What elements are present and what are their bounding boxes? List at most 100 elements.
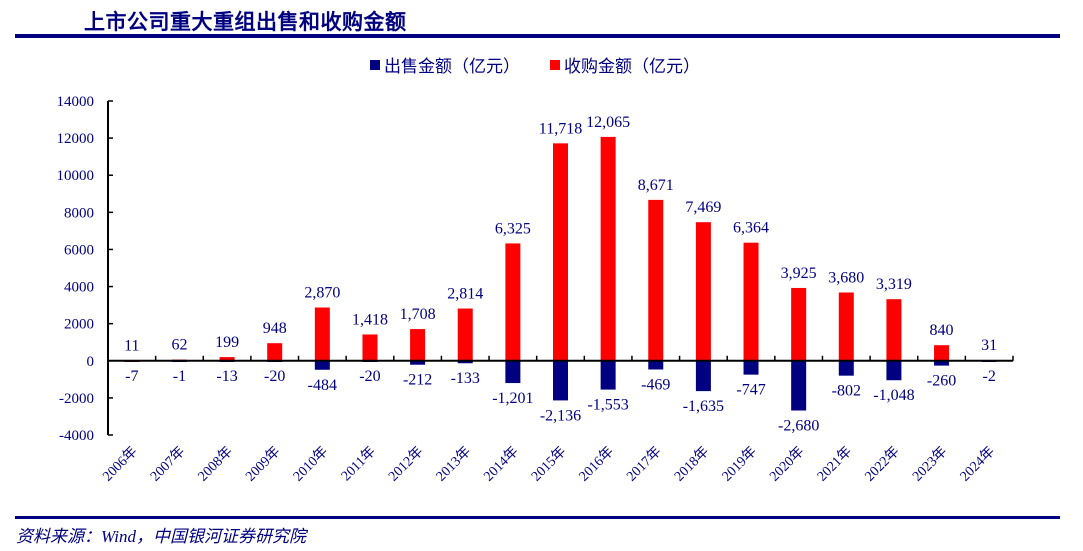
data-label-sell-7: -133 [451, 370, 480, 387]
data-label-buy-3: 948 [263, 320, 287, 337]
bar-buy-5 [362, 334, 378, 361]
x-tick-label-15: 2021年 [814, 444, 855, 485]
x-tick-label-0: 2006年 [100, 444, 141, 485]
data-label-buy-9: 11,718 [539, 120, 582, 137]
x-tick-label-2: 2008年 [195, 444, 236, 485]
legend-label-sell: 出售金额（亿元） [384, 57, 520, 76]
bar-sell-14 [791, 360, 807, 411]
data-label-sell-16: -1,048 [873, 387, 914, 404]
x-tick-label-4: 2010年 [290, 444, 331, 485]
x-tick-label-8: 2014年 [481, 444, 522, 485]
data-label-sell-15: -802 [832, 383, 861, 400]
x-tick-label-17: 2023年 [909, 444, 950, 485]
bar-buy-12 [695, 222, 711, 361]
legend-swatch-buy [550, 59, 560, 70]
bar-sell-9 [553, 360, 568, 401]
bar-buy-9 [553, 143, 568, 361]
footer-divider [15, 516, 1060, 519]
data-label-buy-7: 2,814 [447, 286, 483, 303]
bar-buy-7 [457, 308, 473, 361]
bar-sell-6 [410, 360, 426, 365]
legend-label-buy: 收购金额（亿元） [564, 57, 700, 76]
title-divider [15, 34, 1060, 38]
data-label-sell-8: -1,201 [492, 390, 533, 407]
data-label-buy-17: 840 [930, 322, 954, 339]
data-label-buy-6: 1,708 [400, 306, 436, 323]
data-label-buy-1: 62 [171, 337, 187, 354]
legend-item-sell: 出售金额（亿元） [370, 52, 520, 77]
y-tick-label-5: 6000 [64, 242, 94, 258]
data-label-buy-16: 3,319 [876, 276, 912, 293]
data-label-buy-14: 3,925 [781, 265, 817, 282]
x-tick-label-7: 2013年 [433, 444, 474, 485]
bar-sell-7 [457, 360, 473, 364]
bar-buy-3 [267, 343, 283, 361]
data-label-buy-5: 1,418 [352, 311, 388, 328]
data-label-sell-9: -2,136 [540, 407, 581, 424]
y-tick-label-9: 14000 [57, 94, 95, 110]
data-label-sell-3: -20 [264, 368, 285, 385]
bar-sell-10 [600, 360, 616, 390]
data-label-sell-18: -2 [983, 368, 996, 385]
bar-sell-13 [743, 360, 759, 375]
bar-buy-2 [219, 357, 235, 361]
bar-buy-14 [791, 287, 807, 361]
x-tick-label-1: 2007年 [147, 444, 188, 485]
data-label-buy-0: 11 [124, 338, 139, 355]
data-label-sell-11: -469 [641, 376, 670, 393]
x-tick-label-5: 2011年 [338, 444, 379, 485]
bar-buy-15 [838, 292, 854, 361]
chart-title: 上市公司重大重组出售和收购金额 [84, 10, 407, 34]
bar-buy-13 [743, 242, 759, 361]
data-label-buy-18: 31 [981, 337, 997, 354]
bar-buy-11 [648, 199, 664, 361]
source-note: 资料来源：Wind，中国银河证券研究院 [16, 527, 306, 546]
y-tick-label-6: 8000 [64, 205, 94, 221]
data-label-sell-6: -212 [403, 372, 432, 389]
data-label-sell-0: -7 [125, 368, 138, 385]
bar-buy-17 [934, 345, 950, 361]
data-label-sell-2: -13 [216, 368, 237, 385]
legend-item-buy: 收购金额（亿元） [550, 52, 700, 77]
data-label-sell-12: -1,635 [683, 398, 724, 415]
data-label-sell-1: -1 [173, 368, 186, 385]
data-label-sell-5: -20 [359, 368, 380, 385]
data-label-buy-15: 3,680 [828, 269, 864, 286]
data-label-sell-10: -1,553 [587, 397, 628, 414]
data-label-buy-8: 6,325 [495, 220, 531, 237]
data-label-sell-17: -260 [927, 373, 956, 390]
data-label-buy-10: 12,065 [586, 114, 630, 131]
data-label-buy-4: 2,870 [304, 285, 340, 302]
y-tick-label-8: 12000 [57, 131, 95, 147]
x-tick-label-3: 2009年 [243, 444, 284, 485]
bar-buy-10 [600, 136, 616, 361]
bar-buy-8 [505, 243, 521, 361]
x-tick-label-13: 2019年 [719, 444, 760, 485]
bar-sell-17 [934, 360, 950, 366]
data-label-buy-12: 7,469 [685, 199, 721, 216]
x-tick-label-6: 2012年 [385, 444, 426, 485]
legend-swatch-sell [370, 59, 380, 70]
x-tick-label-11: 2017年 [624, 444, 665, 485]
data-label-sell-13: -747 [736, 382, 765, 399]
bar-sell-15 [838, 360, 854, 376]
chart-legend: 出售金额（亿元） 收购金额（亿元） [370, 52, 700, 77]
y-tick-label-0: -4000 [59, 428, 94, 444]
x-tick-label-12: 2018年 [671, 444, 712, 485]
y-tick-label-4: 4000 [64, 280, 94, 296]
x-tick-label-18: 2024年 [957, 444, 998, 485]
bar-buy-16 [886, 299, 902, 361]
bar-sell-8 [505, 360, 521, 384]
data-label-buy-2: 199 [215, 334, 239, 351]
bar-sell-11 [648, 360, 664, 370]
y-tick-label-3: 2000 [64, 317, 94, 333]
data-label-sell-14: -2,680 [778, 418, 819, 435]
data-label-buy-13: 6,364 [733, 220, 769, 237]
bar-sell-12 [695, 360, 711, 392]
bar-sell-4 [314, 360, 330, 370]
x-tick-label-16: 2022年 [862, 444, 903, 485]
x-tick-label-9: 2015年 [528, 444, 569, 485]
y-tick-label-7: 10000 [57, 168, 95, 184]
bar-buy-6 [410, 329, 426, 361]
